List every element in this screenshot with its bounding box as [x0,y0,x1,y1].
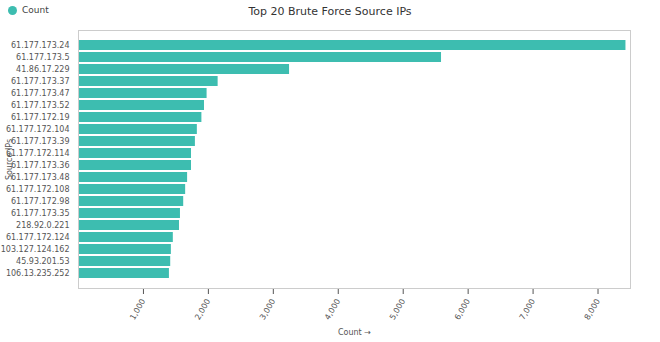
svg-text:1,000: 1,000 [128,297,147,321]
svg-text:2,000: 2,000 [193,297,212,321]
svg-text:45.93.201.53: 45.93.201.53 [16,257,69,266]
svg-text:61.177.172.19: 61.177.172.19 [11,113,70,122]
svg-text:61.177.173.48: 61.177.173.48 [11,173,70,182]
svg-text:Count →: Count → [338,328,371,337]
svg-text:7,000: 7,000 [518,297,537,321]
svg-text:218.92.0.221: 218.92.0.221 [16,221,69,230]
svg-text:61.177.173.52: 61.177.173.52 [11,101,70,110]
svg-text:61.177.172.108: 61.177.172.108 [6,185,70,194]
svg-text:6,000: 6,000 [453,297,472,321]
svg-text:61.177.173.24: 61.177.173.24 [11,41,70,50]
svg-text:5,000: 5,000 [388,297,407,321]
svg-text:61.177.172.124: 61.177.172.124 [6,233,70,242]
svg-text:103.127.124.162: 103.127.124.162 [1,245,70,254]
svg-text:8,000: 8,000 [583,297,602,321]
svg-text:61.177.173.36: 61.177.173.36 [11,161,70,170]
html-text:Top 20 Brute Force Source IPs: Top 20 Brute Force Source IPs [248,5,412,18]
svg-text:Source IPs: Source IPs [5,139,14,180]
svg-text:61.177.172.104: 61.177.172.104 [6,125,70,134]
html-text:Count: Count [22,5,49,15]
svg-text:61.177.173.39: 61.177.173.39 [11,137,70,146]
svg-text:61.177.172.114: 61.177.172.114 [6,149,70,158]
svg-text:61.177.173.37: 61.177.173.37 [11,77,70,86]
svg-text:61.177.173.35: 61.177.173.35 [11,209,70,218]
svg-text:61.177.172.98: 61.177.172.98 [11,197,70,206]
svg-text:41.86.17.229: 41.86.17.229 [16,65,69,74]
svg-text:3,000: 3,000 [258,297,277,321]
svg-text:61.177.173.5: 61.177.173.5 [16,53,69,62]
svg-text:61.177.173.47: 61.177.173.47 [11,89,70,98]
svg-text:4,000: 4,000 [323,297,342,321]
svg-text:106.13.235.252: 106.13.235.252 [6,269,70,278]
